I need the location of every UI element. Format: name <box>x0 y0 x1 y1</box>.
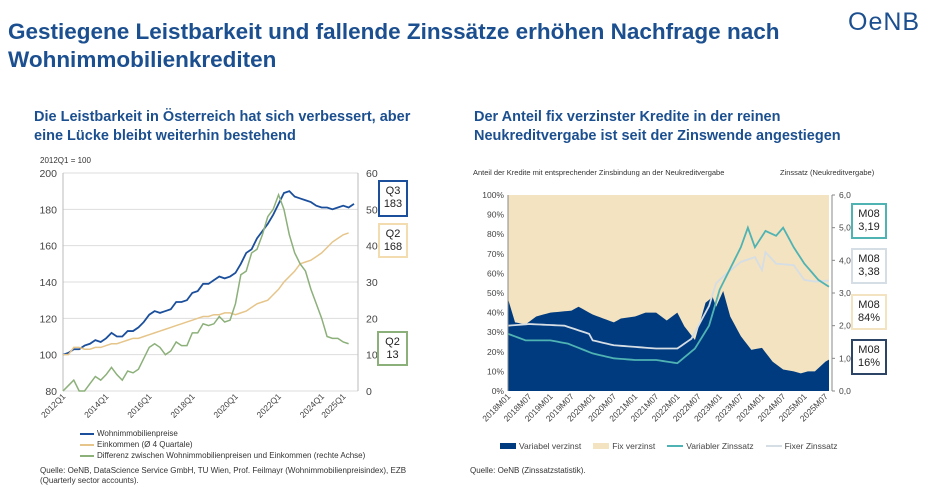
y-tick-label: 80 <box>45 386 57 398</box>
legend-item-fix-rate: Fixer Zinssatz <box>765 441 838 451</box>
x-tick-label: 2020Q1 <box>211 391 240 420</box>
y-tick-label: 10% <box>487 366 504 376</box>
y2-tick-label: 10 <box>366 350 378 362</box>
box-period: M08 <box>858 208 880 220</box>
x-tick-label: 2025Q1 <box>319 391 348 420</box>
box-period: Q2 <box>385 228 401 240</box>
legend-label: Fix verzinst <box>612 441 656 451</box>
y-tick-label: 100 <box>39 350 57 362</box>
box-value: 3,38 <box>858 266 880 278</box>
legend-swatch <box>80 432 94 435</box>
box-period: Q3 <box>385 185 401 197</box>
legend-label: Einkommen (Ø 4 Quartale) <box>97 440 193 449</box>
y2-tick-label: 3,0 <box>839 288 851 298</box>
legend-label: Fixer Zinssatz <box>784 441 838 451</box>
left-box-prices: Q3 183 <box>378 180 408 217</box>
right-box-var-rate: M08 3,19 <box>851 203 887 239</box>
y2-tick-label: 6,0 <box>839 190 851 200</box>
y-tick-label: 90% <box>487 210 504 220</box>
oenb-logo: OeNB <box>848 8 921 36</box>
left-source: Quelle: OeNB, DataScience Service GmbH, … <box>40 466 407 485</box>
legend-label: Differenz zwischen Wohnimmobilienpreisen… <box>97 451 366 460</box>
x-tick-label: 2016Q1 <box>125 391 154 420</box>
y2-tick-label: 5,0 <box>839 223 851 233</box>
y-tick-label: 180 <box>39 204 57 216</box>
box-period: Q2 <box>385 336 400 348</box>
y2-tick-label: 2,0 <box>839 321 851 331</box>
legend-swatch <box>667 445 684 447</box>
y-tick-label: 120 <box>39 313 57 325</box>
series-line-fix-rate <box>507 250 830 350</box>
legend-swatch <box>765 445 782 447</box>
right-y2-axis-label: Zinssatz (Neukreditvergabe) <box>780 168 875 177</box>
series-line-diff <box>62 192 349 392</box>
box-value: 13 <box>386 349 399 361</box>
y-tick-label: 200 <box>39 168 57 180</box>
left-legend: Wohnimmobilienpreise Einkommen (Ø 4 Quar… <box>80 428 365 461</box>
series-line-income <box>63 232 349 356</box>
series-line-var-rate <box>507 225 830 365</box>
box-period: M08 <box>858 299 880 311</box>
box-value: 183 <box>383 198 403 210</box>
y2-tick-label: 1,0 <box>839 353 851 363</box>
y2-tick-label: 50 <box>366 204 378 216</box>
legend-swatch <box>80 443 94 446</box>
y-tick-label: 50% <box>487 288 504 298</box>
left-subtitle: Die Leistbarkeit in Österreich hat sich … <box>34 109 411 144</box>
x-tick-label: 2022Q1 <box>255 391 284 420</box>
y-tick-label: 100% <box>482 190 504 200</box>
x-tick-label: 2014Q1 <box>82 391 111 420</box>
right-box-fix-share: M08 84% <box>851 294 887 330</box>
y2-tick-label: 0,0 <box>839 386 851 396</box>
right-box-fix-rate: M08 3,38 <box>851 248 887 284</box>
y-tick-label: 60% <box>487 268 504 278</box>
box-period: M08 <box>858 344 880 356</box>
legend-swatch <box>80 454 94 457</box>
y2-tick-label: 30 <box>366 277 378 289</box>
box-value: 84% <box>857 312 881 324</box>
y-tick-label: 20% <box>487 347 504 357</box>
area-variabel-verzinst <box>508 291 829 391</box>
box-period: M08 <box>858 253 880 265</box>
right-legend: Variabel verzinst Fix verzinst Variabler… <box>500 441 850 451</box>
legend-label: Wohnimmobilienpreise <box>97 429 178 438</box>
box-value: 3,19 <box>858 221 880 233</box>
y2-tick-label: 20 <box>366 313 378 325</box>
box-value: 16% <box>857 357 881 369</box>
y-tick-label: 30% <box>487 327 504 337</box>
y-tick-label: 140 <box>39 277 57 289</box>
page-title: Gestiegene Leistbarkeit und fallende Zin… <box>8 19 780 72</box>
left-box-income: Q2 168 <box>378 223 408 258</box>
legend-item-prices: Wohnimmobilienpreise <box>80 428 365 439</box>
series-line-prices <box>62 190 355 356</box>
legend-item-fix: Fix verzinst <box>593 441 655 451</box>
legend-item-var-rate: Variabler Zinssatz <box>667 441 754 451</box>
box-value: 168 <box>383 241 403 253</box>
right-box-var-share: M08 16% <box>851 339 887 375</box>
right-subtitle: Der Anteil fix verzinster Kredite in der… <box>474 109 841 144</box>
right-chart-title: Anteil der Kredite mit entsprechender Zi… <box>473 168 725 177</box>
legend-swatch <box>593 443 610 449</box>
y2-tick-label: 4,0 <box>839 255 851 265</box>
legend-swatch <box>500 443 516 449</box>
left-box-diff: Q2 13 <box>377 331 408 366</box>
y-tick-label: 160 <box>39 241 57 253</box>
legend-item-diff: Differenz zwischen Wohnimmobilienpreisen… <box>80 450 365 461</box>
x-tick-label: 2018Q1 <box>168 391 197 420</box>
y-tick-label: 80% <box>487 229 504 239</box>
y-tick-label: 40% <box>487 308 504 318</box>
legend-item-income: Einkommen (Ø 4 Quartale) <box>80 439 365 450</box>
legend-label: Variabler Zinssatz <box>686 441 754 451</box>
y-tick-label: 70% <box>487 249 504 259</box>
left-y-axis-label: 2012Q1 = 100 <box>40 156 91 165</box>
legend-item-variabel: Variabel verzinst <box>500 441 581 451</box>
legend-label: Variabel verzinst <box>519 441 582 451</box>
right-source: Quelle: OeNB (Zinssatzstatistik). <box>470 466 586 475</box>
y2-tick-label: 40 <box>366 241 378 253</box>
y2-tick-label: 60 <box>366 168 378 180</box>
y2-tick-label: 0 <box>366 386 372 398</box>
y-tick-label: 0% <box>492 386 505 396</box>
